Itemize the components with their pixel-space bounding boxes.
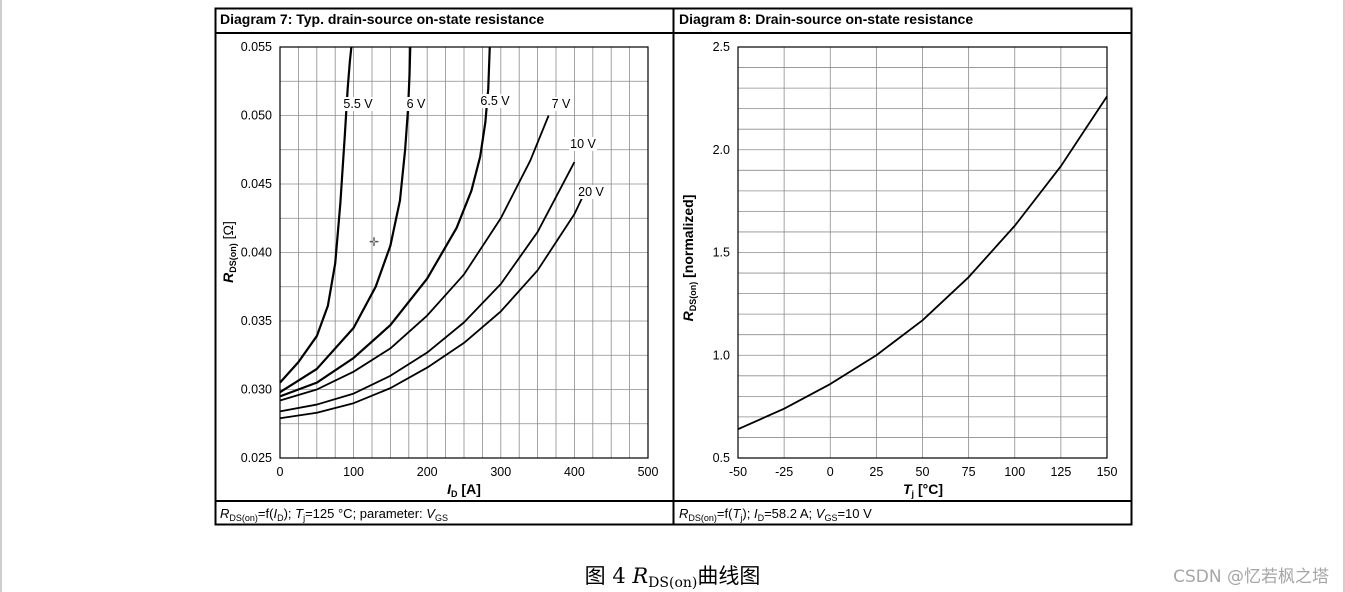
series-line-5 <box>279 161 576 413</box>
caption-r: R <box>632 564 649 588</box>
x-tick-label: 25 <box>869 465 883 479</box>
chart-2-x-axis-label: Tj [°C] <box>903 481 943 499</box>
series-line-3 <box>279 46 491 398</box>
x-tick-label: -25 <box>775 465 793 479</box>
series-line-2 <box>279 46 412 394</box>
x-tick-label: 100 <box>1004 465 1025 479</box>
chart-1-x-ticks: 0 100 200 300 400 500 <box>277 465 659 479</box>
series-line-6 <box>279 190 587 420</box>
series-label-background <box>405 97 427 111</box>
chart-1-plot-frame <box>279 46 649 459</box>
y-tick-label: 2.0 <box>713 143 730 157</box>
series-label: 10 V <box>570 137 596 151</box>
series-line-4 <box>279 115 550 402</box>
y-tick-label: 0.050 <box>241 109 272 123</box>
x-tick-label: 150 <box>1097 465 1118 479</box>
series-label: 7 V <box>552 97 571 111</box>
series-label-background <box>479 94 511 108</box>
chart-2-series <box>737 95 1108 431</box>
y-tick-label: 0.040 <box>241 246 272 260</box>
y-tick-label: 2.5 <box>713 40 730 54</box>
chart-2-footer: RDS(on)=f(Tj); ID=58.2 A; VGS=10 V <box>679 506 872 523</box>
chart-2-plot-frame <box>737 46 1108 459</box>
series-label-background <box>550 97 572 111</box>
chart-1-y-axis-label: RDS(on) [Ω] <box>220 221 238 283</box>
x-tick-label: 100 <box>343 465 364 479</box>
series-label: 5.5 V <box>343 97 373 111</box>
chart-2-grid <box>737 46 1108 459</box>
x-tick-label: 400 <box>564 465 585 479</box>
y-tick-label: 1.0 <box>713 348 730 362</box>
series-line-1 <box>279 46 353 384</box>
chart-1: 0.025 0.030 0.035 0.040 0.045 0.050 0.055 0 100… <box>220 40 658 499</box>
y-tick-label: 0.055 <box>241 40 272 54</box>
x-tick-label: -50 <box>729 465 747 479</box>
chart-2-title: Diagram 8: Drain-source on-state resista… <box>679 11 973 27</box>
x-tick-label: 50 <box>916 465 930 479</box>
x-tick-label: 300 <box>490 465 511 479</box>
x-tick-label: 200 <box>417 465 438 479</box>
crosshair-cursor-icon: ✛ <box>369 235 379 249</box>
caption-prefix: 图 4 <box>584 564 633 588</box>
chart-2: 0.5 1.0 1.5 2.0 2.5 -50 -25 0 25 50 75 100 125 150 T… <box>680 40 1117 499</box>
chart-1-title: Diagram 7: Typ. drain-source on-state re… <box>220 11 544 27</box>
chart-2-y-axis-label: RDS(on) [normalized] <box>680 195 698 322</box>
y-tick-label: 0.5 <box>713 451 730 465</box>
chart-2-y-ticks: 0.5 1.0 1.5 2.0 2.5 <box>713 40 730 465</box>
series-label: 6.5 V <box>480 94 510 108</box>
y-tick-label: 0.035 <box>241 314 272 328</box>
x-tick-label: 500 <box>638 465 659 479</box>
caption-suffix: 曲线图 <box>697 564 761 588</box>
chart-1-series: 5.5 V 6 V 6.5 V 7 V 10 V 20 V <box>279 46 605 420</box>
chart-2-x-ticks: -50 -25 0 25 50 75 100 125 150 <box>729 465 1118 479</box>
right-page-rule <box>1343 0 1345 592</box>
series-label-background <box>577 185 605 199</box>
x-tick-label: 0 <box>277 465 284 479</box>
caption-subscript: DS(on) <box>648 575 698 591</box>
x-tick-label: 0 <box>827 465 834 479</box>
figure-caption: 图 4 RDS(on)曲线图 <box>0 560 1345 591</box>
chart-1-y-ticks: 0.025 0.030 0.035 0.040 0.045 0.050 0.055 <box>241 40 272 465</box>
watermark: CSDN @忆若枫之塔 <box>1173 567 1329 587</box>
y-tick-label: 0.025 <box>241 451 272 465</box>
series-label-background <box>342 97 374 111</box>
x-tick-label: 75 <box>962 465 976 479</box>
series-label: 20 V <box>578 185 604 199</box>
chart-1-x-axis-label: ID [A] <box>447 481 481 499</box>
y-tick-label: 0.045 <box>241 177 272 191</box>
x-tick-label: 125 <box>1050 465 1071 479</box>
chart-1-footer: RDS(on)=f(ID); Tj=125 °C; parameter: VGS <box>220 506 448 523</box>
y-tick-label: 0.030 <box>241 383 272 397</box>
series-label: 6 V <box>407 97 426 111</box>
series-line-1 <box>737 95 1108 431</box>
series-label-background <box>569 137 597 151</box>
left-page-rule <box>0 0 2 592</box>
y-tick-label: 1.5 <box>713 246 730 260</box>
